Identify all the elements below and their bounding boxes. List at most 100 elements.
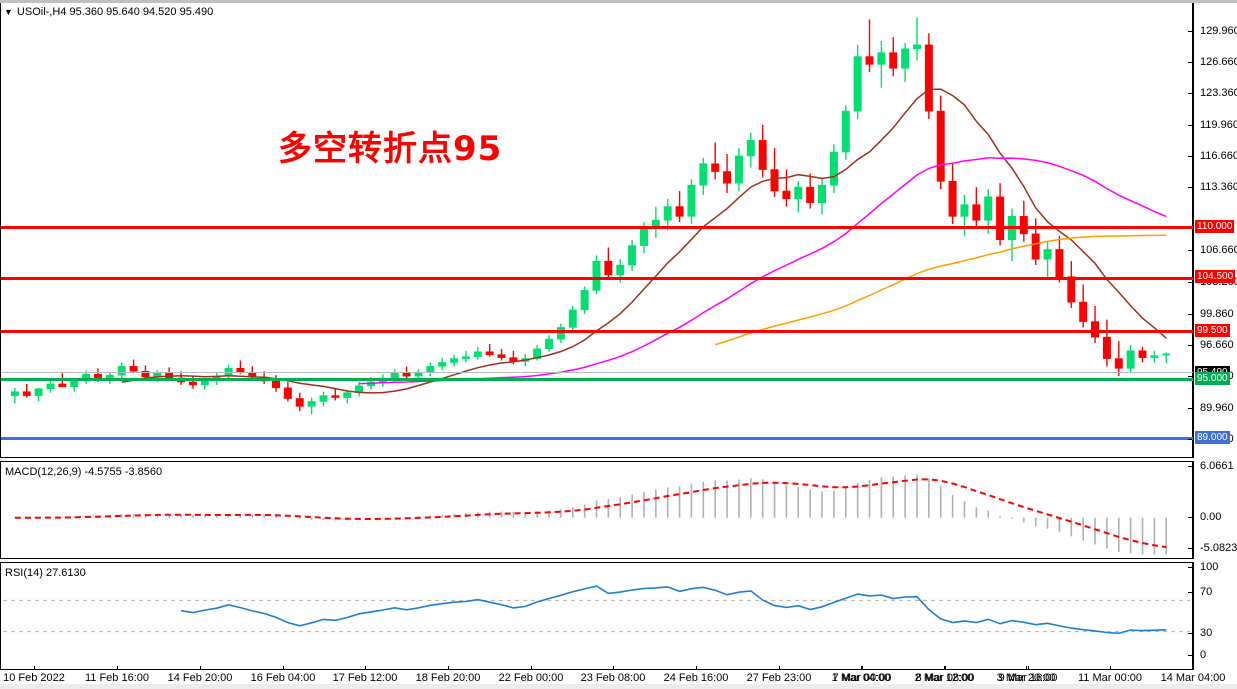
candle-body	[1102, 336, 1111, 359]
time-axis-label: 24 Feb 16:00	[663, 672, 729, 684]
time-axis-label: 16 Feb 04:00	[250, 672, 316, 684]
scale-tick-label: 116.660	[1188, 150, 1237, 162]
rsi-panel[interactable]	[0, 562, 1193, 670]
candle-body	[461, 356, 470, 359]
scale-tick-mark	[1188, 466, 1192, 467]
time-tick-mark	[34, 666, 35, 670]
level-line-current-price[interactable]	[1, 372, 1193, 373]
candle-body	[699, 163, 708, 186]
scale-tick-mark	[1188, 93, 1192, 94]
macd-signal-line	[14, 478, 1167, 549]
price-panel[interactable]	[0, 3, 1193, 458]
rsi-scale[interactable]: 100 70 30 0	[1188, 0, 1237, 689]
scale-tick-label: 113.360	[1188, 181, 1237, 193]
candle-body	[129, 366, 138, 372]
time-tick-mark	[779, 666, 780, 670]
candle-body	[1079, 301, 1088, 322]
candle-body	[794, 186, 803, 200]
scale-tick-mark	[1188, 408, 1192, 409]
candle-body	[734, 155, 743, 184]
candle-body	[829, 151, 838, 186]
candle-body	[948, 180, 957, 217]
candle-body	[1031, 233, 1040, 260]
scale-tick-label: 100	[1188, 561, 1218, 573]
moving-average-slow-line	[714, 234, 1167, 346]
rsi-title: RSI(14) 27.6130	[5, 567, 86, 579]
scale-tick-mark	[1188, 125, 1192, 126]
time-tick-mark	[117, 666, 118, 670]
candle-body	[1019, 216, 1028, 235]
time-axis[interactable]: 10 Feb 2022 11 Feb 16:00 14 Feb 20:00 16 Fe…	[0, 666, 1225, 689]
time-axis-label: 22 Feb 00:00	[498, 672, 564, 684]
rsi-scale-frame[interactable]	[1193, 562, 1237, 670]
price-level-badge[interactable]: 110.000	[1195, 220, 1235, 233]
time-tick-mark	[531, 666, 532, 670]
candle-body	[723, 171, 732, 184]
candle-body	[592, 260, 601, 291]
chevron-down-icon[interactable]: ▼	[4, 6, 13, 17]
chart-annotation-text[interactable]: 多空转折点95	[278, 129, 503, 169]
candle-body	[616, 264, 625, 276]
time-axis-label: 23 Feb 08:00	[580, 672, 646, 684]
time-axis-label: 11 Feb 16:00	[84, 672, 150, 684]
price-scale-frame[interactable]	[1193, 3, 1237, 458]
scale-tick-mark	[1188, 282, 1192, 283]
time-tick-mark	[448, 666, 449, 670]
level-line-support-95[interactable]	[1, 378, 1193, 381]
candle-body	[556, 327, 565, 340]
candle-body	[1043, 249, 1052, 260]
candle-body	[188, 381, 197, 386]
candle-body	[853, 56, 862, 112]
candle-body	[865, 56, 874, 65]
time-tick-mark	[613, 666, 614, 670]
candle-body	[877, 52, 886, 65]
macd-panel[interactable]	[0, 461, 1193, 559]
time-tick-mark	[861, 666, 862, 670]
macd-chart-canvas[interactable]	[1, 462, 1192, 558]
symbol-quote-bar[interactable]: ▼ USOil-,H4 95.360 95.640 94.520 95.490	[4, 5, 213, 19]
candle-body	[283, 387, 292, 399]
scale-tick-mark	[1188, 62, 1192, 63]
rsi-chart-canvas[interactable]	[1, 563, 1192, 669]
candle-body	[604, 260, 613, 276]
candle-body	[924, 44, 933, 112]
price-chart-canvas[interactable]	[1, 3, 1192, 456]
price-level-badge[interactable]: 89.000	[1195, 431, 1230, 444]
candle-body	[10, 391, 19, 396]
candle-body	[936, 110, 945, 182]
candle-body	[307, 401, 316, 407]
candle-body	[438, 362, 447, 367]
level-line-support-89[interactable]	[1, 437, 1193, 440]
time-axis-label: 2 Mar 12:00	[914, 672, 974, 684]
candle-body	[497, 354, 506, 358]
time-axis-label: 7 Mar 00:00	[832, 672, 892, 684]
time-tick-mark	[1110, 666, 1111, 670]
level-line-resistance-104-5[interactable]	[1, 277, 1193, 280]
candle-body	[343, 392, 352, 398]
level-line-resistance-110[interactable]	[1, 226, 1193, 229]
candle-body	[1162, 353, 1171, 356]
price-level-badge[interactable]: 99.500	[1195, 324, 1230, 337]
scale-tick-label: 129.960	[1188, 25, 1237, 37]
candle-body	[331, 395, 340, 398]
candlestick-series[interactable]	[10, 17, 1171, 415]
time-tick-mark	[365, 666, 366, 670]
candle-body	[841, 110, 850, 153]
macd-scale[interactable]: 6.0661 0.00 -5.0823	[1188, 0, 1237, 689]
candle-body	[913, 44, 921, 50]
price-scale[interactable]: 129.960 126.660 123.360 119.960 116.660 113.3…	[1188, 0, 1237, 458]
scale-tick-label: 119.960	[1188, 119, 1237, 131]
candle-body	[545, 338, 553, 350]
level-line-resistance-99-5[interactable]	[1, 330, 1193, 333]
time-tick-mark	[283, 666, 284, 670]
macd-scale-frame[interactable]	[1193, 461, 1237, 559]
scale-tick-mark	[1188, 567, 1192, 568]
candle-body	[295, 398, 304, 407]
candle-body	[34, 388, 43, 396]
price-level-badge[interactable]: 95.000	[1195, 372, 1230, 385]
candle-body	[628, 245, 637, 266]
price-level-badge[interactable]: 104.500	[1195, 270, 1236, 283]
candle-body	[70, 380, 79, 388]
time-axis-label: 8 Mar 08:00	[915, 672, 975, 684]
